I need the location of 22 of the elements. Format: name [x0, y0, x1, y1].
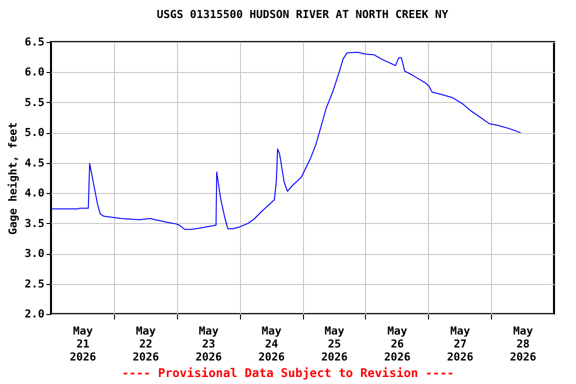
chart-title: USGS 01315500 HUDSON RIVER AT NORTH CREEK NY [156, 8, 449, 21]
y-tick-label: 3.5 [24, 216, 44, 230]
y-tick-label: 4.0 [24, 186, 44, 200]
x-tick-label: May 27 2026 [446, 324, 474, 364]
y-tick-label: 6.5 [24, 36, 44, 48]
x-tick-label: May 25 2026 [321, 324, 348, 364]
line-series [50, 52, 522, 230]
y-tick-label: 3.0 [24, 247, 44, 260]
x-tick-label: May 22 2026 [132, 324, 160, 364]
x-tick-label: May 24 2026 [258, 324, 286, 364]
y-tick-label: 5.5 [24, 96, 44, 109]
y-axis-title: Gage height, feet [6, 122, 20, 235]
y-tick-label: 5.0 [24, 126, 44, 140]
x-tick-label: May 28 2026 [510, 324, 537, 364]
y-tick-label: 6.0 [24, 66, 44, 79]
text: ---- Provisional Data Subject to Revision ---- [120, 366, 456, 380]
y-tick-label: 2.5 [24, 277, 44, 290]
y-tick-label: 4.5 [24, 156, 44, 170]
x-tick-label: May 26 2026 [384, 324, 411, 364]
y-tick-label: 2.0 [24, 308, 44, 320]
x-tick-label: May 21 2026 [70, 324, 97, 364]
x-tick-label: May 23 2026 [195, 324, 222, 364]
